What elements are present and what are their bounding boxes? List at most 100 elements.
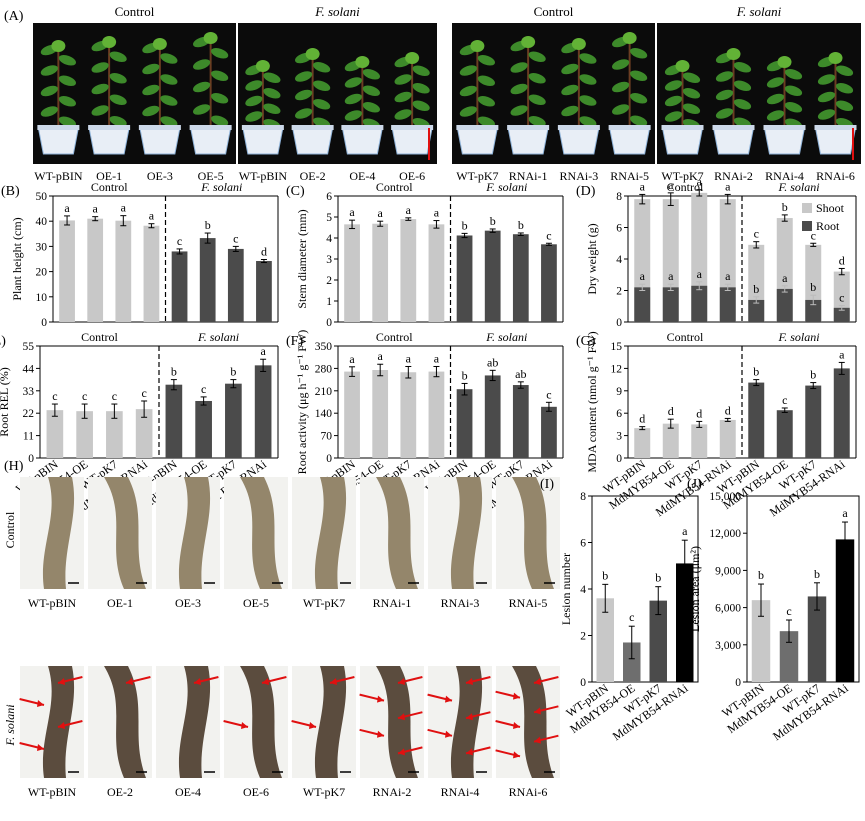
significance-letter: b (782, 200, 788, 214)
group-label: Control (667, 180, 704, 194)
y-tick-label: 3 (616, 431, 622, 443)
y-tick-label: 1 (326, 296, 332, 308)
significance-letter: d (668, 404, 674, 418)
group-header: F. solani (736, 4, 782, 19)
plant-label: WT-pBIN (239, 169, 288, 183)
plant-leaf (193, 81, 211, 93)
data-bar (484, 230, 501, 322)
pot (558, 127, 600, 155)
y-tick-label: 12,000 (709, 528, 741, 540)
data-bar (779, 631, 799, 682)
significance-letter: c (629, 610, 634, 624)
significance-letter: b (810, 368, 816, 382)
significance-letter: a (725, 179, 731, 193)
group-header: F. solani (314, 4, 360, 19)
lesion-arrow-head (241, 722, 248, 729)
micrograph-label: OE-5 (243, 596, 269, 610)
y-tick-label: 10 (36, 292, 48, 304)
data-bar (195, 400, 212, 458)
plant-leaf (58, 96, 76, 107)
root-segment (376, 666, 418, 778)
plant-leaf (362, 102, 380, 113)
y-axis-label: Root activity (μg h⁻¹ g⁻¹ FW) (295, 330, 309, 475)
data-bar (541, 406, 557, 458)
significance-letter: a (349, 205, 355, 219)
significance-letter: a (697, 175, 703, 189)
plant-label: OE-2 (300, 169, 326, 183)
plant-leaf (579, 95, 597, 106)
y-tick-label: 4 (580, 584, 586, 596)
pot-rim (557, 125, 600, 130)
pot-rim (814, 125, 857, 130)
significance-letter: b (462, 368, 468, 382)
significance-letter: c (233, 231, 238, 245)
micrograph-label: OE-4 (175, 785, 201, 799)
root-segment (376, 477, 418, 589)
significance-letter: ab (515, 367, 526, 381)
chart-panel: (B) 0 10 20 30 40 50 Plant height (cm) Control F.… (1, 180, 279, 329)
significance-letter: a (64, 201, 70, 215)
data-bar (106, 411, 123, 458)
group-label: Control (91, 180, 128, 194)
plant-leaf (528, 51, 546, 62)
plant-leaf (766, 93, 785, 105)
plant-label: OE-1 (96, 169, 122, 183)
significance-letter: c (82, 389, 87, 403)
significance-letter: c (546, 228, 551, 242)
y-tick-label: 210 (315, 386, 333, 398)
significance-letter: d (839, 253, 845, 267)
significance-letter: a (121, 201, 127, 215)
y-tick-label: 0 (28, 453, 34, 465)
y-tick-label: 280 (315, 363, 333, 375)
data-bar (662, 423, 679, 458)
pot-rim (763, 125, 806, 130)
plant-leaf (91, 105, 109, 116)
data-bar (400, 219, 417, 322)
micrograph (360, 477, 424, 589)
data-bar (484, 375, 501, 458)
chart-panel: (D) 0 2 4 6 8 Dry weight (g) Control F. solani a a… (576, 175, 857, 329)
significance-letter: c (112, 389, 117, 403)
plant-leaf (733, 62, 752, 73)
data-bar (344, 371, 360, 458)
data-bar (512, 385, 529, 458)
y-tick-label: 22 (23, 408, 35, 420)
y-tick-label: 70 (321, 431, 333, 443)
significance-letter: b (205, 218, 211, 232)
micrograph (19, 666, 84, 778)
group-label: Control (81, 330, 118, 344)
y-tick-label: 3 (326, 254, 332, 266)
data-bar (596, 598, 614, 682)
data-bar (165, 384, 183, 458)
lesion-arrow-head (513, 751, 520, 759)
plant-leaf (459, 85, 477, 97)
significance-letter: a (349, 352, 355, 366)
y-tick-label: 6 (580, 538, 586, 550)
lesion-arrow-head (513, 692, 520, 700)
data-bar (719, 419, 736, 458)
plant-top (622, 32, 637, 44)
y-tick-label: 9,000 (715, 565, 741, 577)
significance-letter: d (261, 245, 267, 259)
plant-leaf (211, 48, 229, 59)
data-bar (171, 251, 188, 322)
pot-rim (37, 125, 80, 130)
plant (391, 52, 434, 155)
lesion-arrow-head (377, 730, 384, 738)
panel-tag: (B) (1, 184, 20, 199)
plant-leaf (477, 75, 495, 86)
pot (341, 127, 383, 155)
y-axis-label: Lesion number (559, 553, 573, 625)
root-segment (314, 477, 347, 589)
significance-letter: c (177, 234, 182, 248)
significance-letter: c (201, 382, 206, 396)
significance-letter: b (655, 571, 661, 585)
significance-letter: d (696, 406, 702, 420)
plant-leaf (817, 109, 836, 120)
legend-swatch (802, 221, 812, 231)
plant-label: OE-5 (198, 169, 224, 183)
significance-letter: a (640, 179, 646, 193)
plant-leaf (412, 83, 430, 94)
plant-leaf (630, 93, 648, 104)
root-segment (450, 477, 483, 589)
